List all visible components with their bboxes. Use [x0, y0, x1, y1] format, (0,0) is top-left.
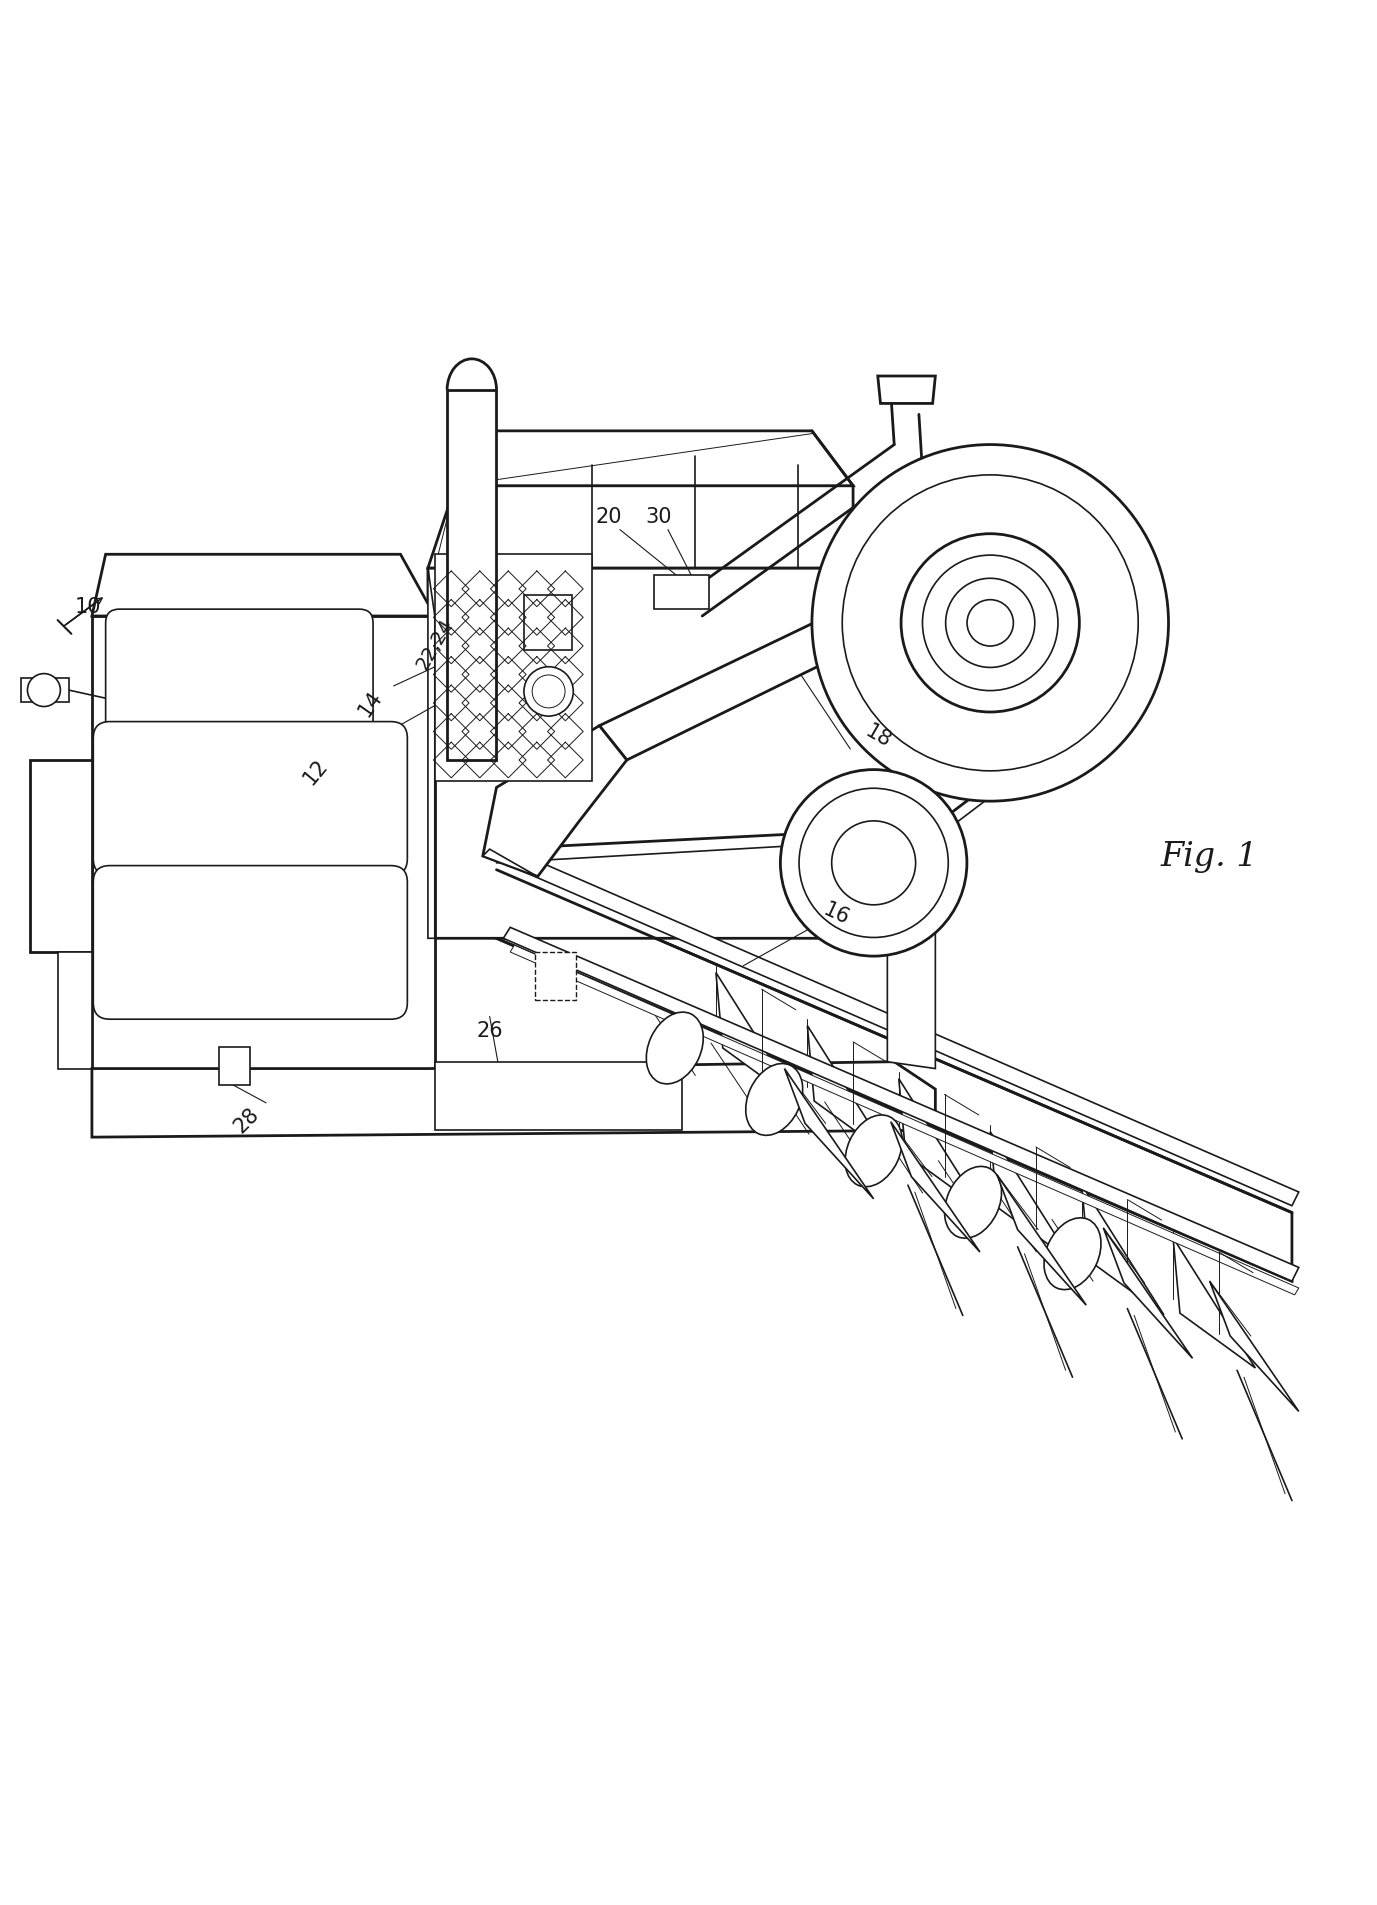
Polygon shape	[785, 1069, 873, 1200]
Text: 16: 16	[821, 899, 852, 930]
Circle shape	[781, 770, 967, 956]
Bar	[219, 1048, 249, 1086]
Bar	[534, 952, 576, 1000]
Circle shape	[901, 535, 1080, 712]
Polygon shape	[92, 1063, 935, 1137]
Circle shape	[967, 600, 1013, 646]
Text: 14: 14	[354, 686, 386, 720]
Polygon shape	[990, 1132, 1073, 1263]
Polygon shape	[504, 850, 1299, 1206]
Polygon shape	[92, 554, 435, 617]
Polygon shape	[807, 1027, 890, 1156]
Circle shape	[923, 556, 1058, 692]
Circle shape	[946, 579, 1034, 669]
Polygon shape	[428, 486, 854, 570]
Polygon shape	[1082, 1185, 1164, 1314]
FancyBboxPatch shape	[94, 722, 408, 876]
Text: 18: 18	[862, 720, 894, 751]
Ellipse shape	[945, 1166, 1001, 1238]
Polygon shape	[523, 596, 571, 652]
Text: 30: 30	[644, 507, 672, 526]
Polygon shape	[58, 952, 92, 1069]
Polygon shape	[511, 945, 1299, 1295]
Text: 10: 10	[74, 596, 101, 617]
Text: 26: 26	[476, 1021, 503, 1040]
Polygon shape	[654, 575, 709, 610]
Polygon shape	[1173, 1238, 1256, 1368]
Text: 12: 12	[299, 754, 332, 789]
Polygon shape	[435, 554, 592, 781]
Ellipse shape	[746, 1065, 803, 1135]
Polygon shape	[899, 1078, 980, 1210]
Polygon shape	[483, 726, 627, 876]
Circle shape	[532, 676, 565, 709]
Polygon shape	[30, 760, 92, 952]
Circle shape	[799, 789, 949, 937]
FancyBboxPatch shape	[106, 610, 373, 739]
Text: 28: 28	[230, 1103, 263, 1135]
Ellipse shape	[845, 1114, 902, 1187]
Text: 22,24: 22,24	[413, 615, 457, 672]
Polygon shape	[891, 1122, 980, 1252]
Ellipse shape	[1044, 1217, 1102, 1290]
Polygon shape	[716, 973, 799, 1103]
Circle shape	[832, 821, 916, 905]
Polygon shape	[435, 1063, 682, 1132]
Circle shape	[843, 476, 1139, 772]
Polygon shape	[1209, 1282, 1299, 1412]
Polygon shape	[997, 1175, 1086, 1305]
FancyBboxPatch shape	[94, 867, 408, 1019]
Polygon shape	[504, 928, 1299, 1282]
Circle shape	[523, 667, 573, 716]
Polygon shape	[428, 570, 435, 939]
Text: Fig. 1: Fig. 1	[1161, 840, 1259, 872]
Polygon shape	[599, 562, 963, 760]
Polygon shape	[497, 871, 1292, 1282]
Polygon shape	[483, 850, 537, 876]
Polygon shape	[887, 829, 935, 1069]
Polygon shape	[21, 678, 69, 703]
Polygon shape	[877, 377, 935, 404]
Circle shape	[28, 674, 61, 707]
Polygon shape	[428, 570, 894, 939]
Text: 20: 20	[596, 507, 622, 526]
Polygon shape	[456, 432, 854, 486]
Circle shape	[812, 446, 1169, 802]
Polygon shape	[1103, 1229, 1192, 1358]
Polygon shape	[92, 617, 435, 1069]
Ellipse shape	[646, 1013, 704, 1084]
Polygon shape	[448, 391, 497, 760]
